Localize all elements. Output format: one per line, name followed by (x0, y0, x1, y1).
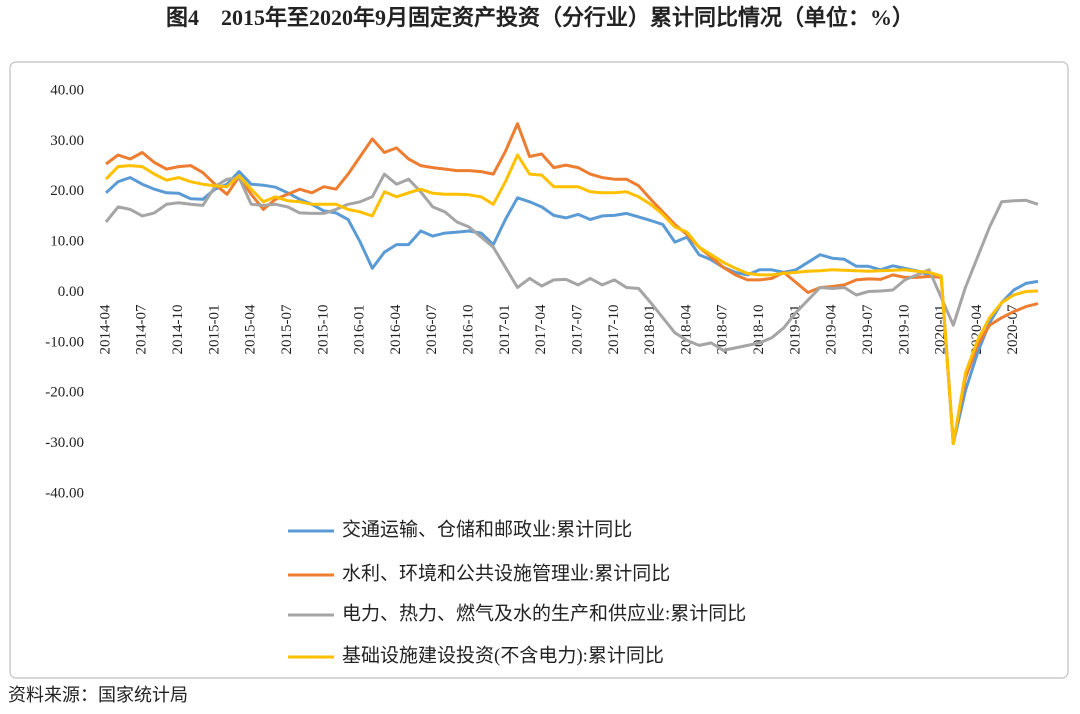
y-tick-label: -20.00 (45, 385, 84, 401)
x-tick-label: 2018-04 (678, 304, 694, 354)
x-tick-label: 2014-04 (97, 304, 113, 354)
x-tick-label: 2017-01 (497, 305, 513, 355)
y-tick-label: 20.00 (50, 183, 84, 199)
legend-label: 基础设施建设投资(不含电力):累计同比 (342, 644, 664, 666)
x-tick-label: 2016-04 (388, 304, 404, 354)
x-tick-label: 2019-04 (824, 304, 840, 354)
y-tick-label: -10.00 (45, 334, 84, 350)
x-tick-label: 2015-04 (243, 304, 259, 354)
series-line (104, 153, 1039, 446)
x-tick-label: 2019-10 (896, 305, 912, 355)
x-tick-label: 2018-01 (642, 305, 658, 355)
source-note: 资料来源：国家统计局 (8, 685, 188, 705)
x-tick-label: 2015-10 (315, 305, 331, 355)
x-tick-label: 2020-07 (1005, 304, 1021, 354)
legend-label: 水利、环境和公共设施管理业:累计同比 (342, 562, 670, 584)
x-tick-label: 2018-07 (715, 304, 731, 354)
x-tick-label: 2017-07 (569, 304, 585, 354)
y-tick-label: -30.00 (45, 435, 84, 451)
series-line (104, 170, 1039, 446)
x-tick-label: 2017-04 (533, 304, 549, 354)
x-tick-label: 2016-01 (352, 305, 368, 355)
series-line (105, 122, 1039, 446)
x-tick-label: 2019-07 (860, 304, 876, 354)
x-tick-label: 2015-01 (206, 305, 222, 355)
x-tick-label: 2017-10 (606, 305, 622, 355)
x-tick-label: 2015-07 (279, 304, 295, 354)
y-tick-label: 40.00 (50, 82, 84, 98)
x-tick-label: 2016-10 (461, 305, 477, 355)
chart-frame (9, 61, 1069, 679)
x-tick-label: 2018-10 (751, 305, 767, 355)
chart-title: 图4 2015年至2020年9月固定资产投资（分行业）累计同比情况（单位：%） (166, 5, 914, 30)
y-tick-label: -40.00 (45, 485, 84, 501)
x-tick-label: 2016-07 (424, 304, 440, 354)
x-tick-label: 2014-07 (134, 304, 150, 354)
legend-label: 电力、热力、燃气及水的生产和供应业:累计同比 (342, 602, 746, 624)
y-tick-label: 0.00 (58, 284, 84, 300)
y-tick-label: 30.00 (50, 133, 84, 149)
legend-label: 交通运输、仓储和邮政业:累计同比 (342, 518, 632, 540)
series-line (104, 172, 1039, 352)
y-tick-label: 10.00 (50, 234, 84, 250)
x-tick-label: 2014-10 (170, 305, 186, 355)
